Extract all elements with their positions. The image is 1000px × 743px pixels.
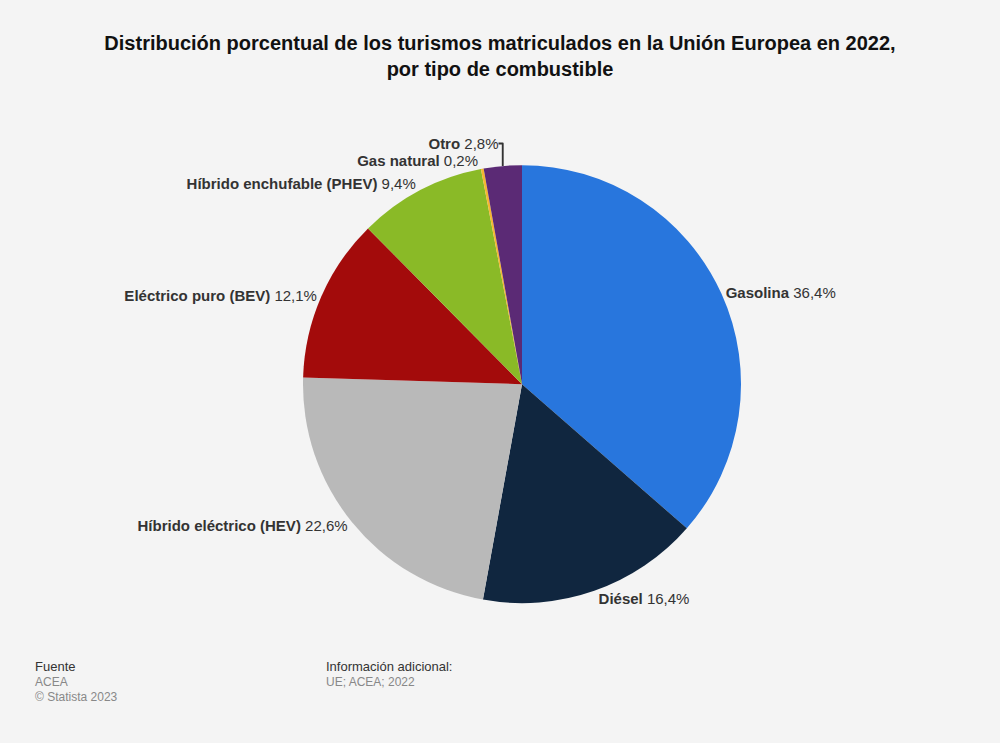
svg-text:Gas natural 0,2%: Gas natural 0,2% <box>357 152 478 169</box>
svg-text:© Statista 2023: © Statista 2023 <box>35 690 118 704</box>
svg-text:Gasolina 36,4%: Gasolina 36,4% <box>726 284 836 301</box>
svg-text:Diésel 16,4%: Diésel 16,4% <box>599 590 690 607</box>
svg-text:Híbrido enchufable (PHEV) 9,4%: Híbrido enchufable (PHEV) 9,4% <box>187 175 416 192</box>
svg-text:UE; ACEA; 2022: UE; ACEA; 2022 <box>326 675 415 689</box>
svg-text:ACEA: ACEA <box>35 675 68 689</box>
svg-text:Fuente: Fuente <box>35 659 75 674</box>
svg-text:Otro 2,8%: Otro 2,8% <box>428 135 498 152</box>
svg-text:Eléctrico puro (BEV) 12,1%: Eléctrico puro (BEV) 12,1% <box>124 287 317 304</box>
svg-text:Híbrido eléctrico (HEV) 22,6%: Híbrido eléctrico (HEV) 22,6% <box>138 517 348 534</box>
svg-text:Información adicional:: Información adicional: <box>326 659 452 674</box>
svg-text:Distribución porcentual de los: Distribución porcentual de los turismos … <box>104 32 895 80</box>
